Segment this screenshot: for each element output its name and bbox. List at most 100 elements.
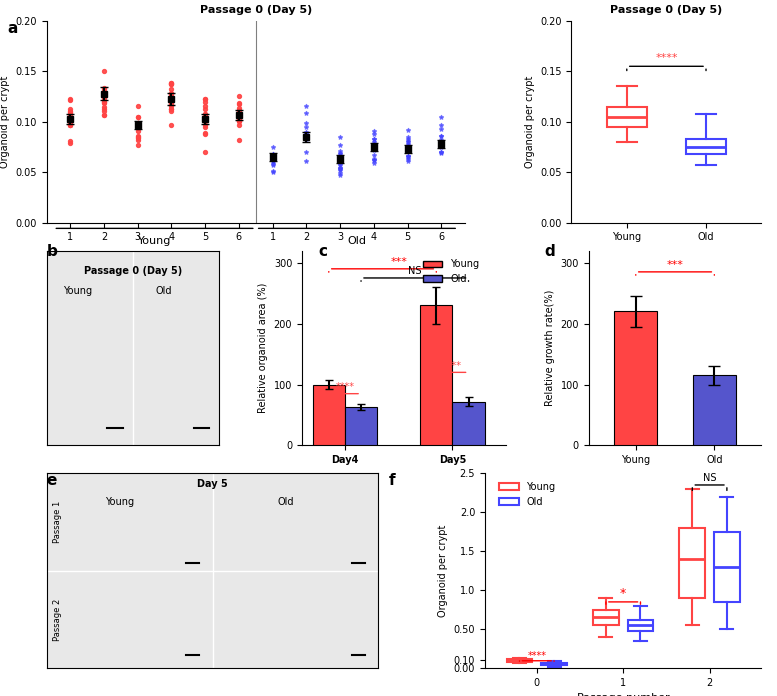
Point <box>166 78 178 89</box>
Point <box>232 105 245 116</box>
Text: a: a <box>8 21 18 36</box>
Y-axis label: Organoid per crypt: Organoid per crypt <box>438 525 448 617</box>
Text: Passage 0 (Day 5): Passage 0 (Day 5) <box>84 266 182 276</box>
Point <box>64 119 76 130</box>
Point <box>300 132 312 143</box>
Point <box>131 139 144 150</box>
Point <box>232 116 245 127</box>
Point <box>368 133 380 144</box>
PathPatch shape <box>686 139 726 154</box>
Text: *: * <box>620 587 626 601</box>
Point <box>98 109 110 120</box>
Point <box>199 146 211 157</box>
Point <box>334 149 347 160</box>
Point <box>300 100 312 111</box>
Point <box>64 135 76 146</box>
Point <box>232 108 245 119</box>
PathPatch shape <box>714 532 740 602</box>
Point <box>131 112 144 123</box>
Point <box>199 109 211 120</box>
Point <box>64 104 76 115</box>
Point <box>334 159 347 170</box>
Point <box>368 134 380 145</box>
Point <box>131 120 144 132</box>
Point <box>199 100 211 111</box>
Point <box>166 100 178 111</box>
Point <box>401 155 413 166</box>
Point <box>300 117 312 128</box>
Point <box>166 97 178 109</box>
PathPatch shape <box>541 663 567 665</box>
Point <box>401 152 413 163</box>
Legend: Young, Old: Young, Old <box>419 255 483 288</box>
Point <box>199 113 211 125</box>
Point <box>435 119 448 130</box>
Point <box>300 127 312 139</box>
Point <box>64 119 76 130</box>
Text: NS: NS <box>408 266 422 276</box>
Point <box>199 94 211 105</box>
Point <box>64 110 76 121</box>
Point <box>435 124 448 135</box>
Point <box>368 154 380 165</box>
Point <box>401 151 413 162</box>
Point <box>300 126 312 137</box>
Point <box>64 107 76 118</box>
Point <box>232 134 245 145</box>
Point <box>368 128 380 139</box>
Text: c: c <box>319 244 328 259</box>
Point <box>401 134 413 145</box>
Point <box>199 127 211 139</box>
Point <box>232 116 245 127</box>
Text: Day 5: Day 5 <box>197 479 228 489</box>
Point <box>334 159 347 171</box>
Point <box>64 119 76 130</box>
Point <box>435 141 448 152</box>
Bar <box>345 407 377 445</box>
Point <box>98 105 110 116</box>
Point <box>98 97 110 108</box>
Title: Passage 0 (Day 5): Passage 0 (Day 5) <box>610 5 723 15</box>
Point <box>166 120 178 131</box>
Text: ****: **** <box>528 651 546 661</box>
Point <box>131 134 144 145</box>
X-axis label: Passage number: Passage number <box>577 693 670 696</box>
Point <box>334 168 347 179</box>
Text: Young: Young <box>138 236 171 246</box>
Point <box>199 93 211 104</box>
Point <box>300 108 312 119</box>
Point <box>435 139 448 150</box>
Point <box>64 115 76 126</box>
Point <box>166 88 178 99</box>
Point <box>98 93 110 104</box>
Point <box>334 163 347 174</box>
Point <box>199 103 211 114</box>
Point <box>334 164 347 175</box>
Point <box>64 106 76 118</box>
Point <box>300 146 312 157</box>
Point <box>98 91 110 102</box>
Text: ****: **** <box>655 54 678 63</box>
Point <box>334 132 347 143</box>
Point <box>232 90 245 102</box>
Point <box>64 105 76 116</box>
Point <box>401 140 413 151</box>
Point <box>64 94 76 105</box>
Point <box>267 156 279 167</box>
Point <box>166 84 178 95</box>
FancyBboxPatch shape <box>0 427 305 625</box>
Point <box>267 155 279 166</box>
Point <box>267 152 279 163</box>
Point <box>98 96 110 107</box>
Text: e: e <box>47 473 57 489</box>
PathPatch shape <box>507 659 532 661</box>
Text: Old: Old <box>156 285 172 296</box>
Point <box>401 141 413 152</box>
Point <box>267 166 279 177</box>
Point <box>334 153 347 164</box>
Point <box>199 114 211 125</box>
Point <box>98 109 110 120</box>
Point <box>267 159 279 171</box>
Point <box>368 154 380 165</box>
Point <box>131 117 144 128</box>
